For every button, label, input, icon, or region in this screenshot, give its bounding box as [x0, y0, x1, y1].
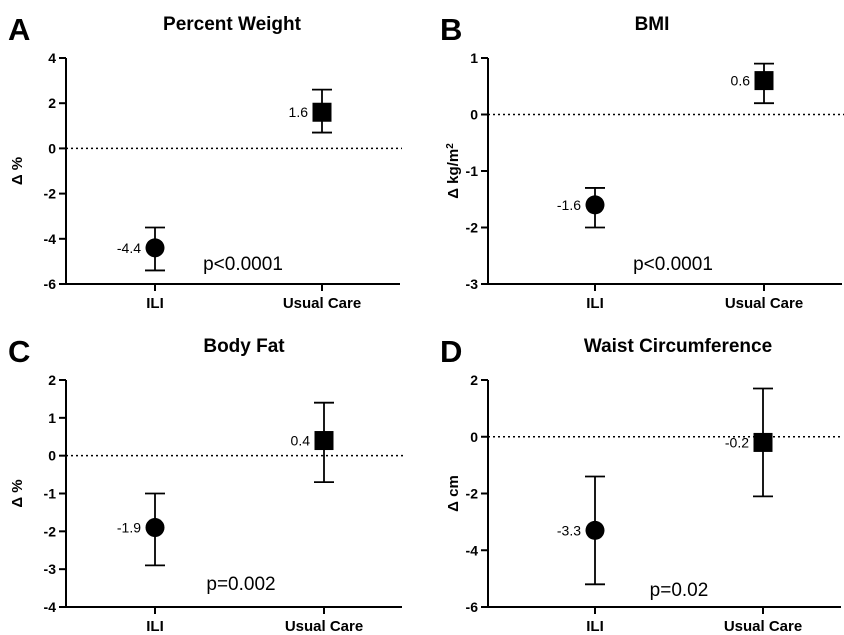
y-tick-label: 2 — [48, 95, 56, 111]
chart-panel-c: C Body Fat 2 1 0 -1 -2 -3 -4 Δ % ILI Usual Care -1.9… — [8, 334, 404, 635]
x-tick-label: ILI — [586, 295, 604, 312]
y-tick-label: -2 — [44, 523, 57, 539]
data-point-circle — [145, 238, 165, 258]
y-axis-label: Δ cm — [445, 475, 462, 512]
data-point-circle — [585, 520, 605, 540]
data-point-square — [753, 432, 773, 452]
y-tick-label: 4 — [48, 50, 56, 66]
data-point-circle — [585, 195, 605, 215]
chart-panel-a: A Percent Weight 4 2 0 -2 -4 -6 Δ % ILI Usual Care… — [8, 12, 402, 312]
data-label: -3.3 — [557, 522, 581, 538]
data-label: 1.6 — [289, 104, 309, 120]
data-point-circle — [145, 518, 165, 538]
y-tick-label: -1 — [44, 486, 57, 502]
chart-title: Waist Circumference — [584, 336, 772, 357]
y-axis-label-superscript: 2 — [445, 143, 456, 149]
data-point-square — [314, 431, 334, 451]
data-point-square — [754, 71, 774, 91]
y-tick-label: -3 — [44, 561, 57, 577]
y-tick-label: 0 — [48, 140, 56, 156]
data-label: 0.4 — [291, 433, 311, 449]
y-tick-label: 2 — [470, 372, 478, 388]
panel-letter: D — [440, 334, 462, 369]
x-tick-label: Usual Care — [283, 295, 361, 312]
data-point-square — [312, 102, 332, 122]
y-tick-label: -4 — [44, 231, 57, 247]
y-tick-label: 0 — [470, 107, 478, 123]
p-value-annotation: p<0.0001 — [633, 254, 713, 275]
y-tick-label: -6 — [466, 599, 479, 615]
data-label: -1.6 — [557, 197, 581, 213]
y-tick-label: -2 — [466, 486, 479, 502]
y-tick-label: -4 — [466, 542, 479, 558]
y-tick-label: -1 — [466, 163, 479, 179]
y-tick-label: 2 — [48, 372, 56, 388]
y-tick-label: -6 — [44, 276, 57, 292]
x-tick-label: ILI — [146, 618, 164, 635]
y-tick-label: -2 — [44, 186, 57, 202]
y-tick-label: -2 — [466, 220, 479, 236]
y-axis-label: Δ kg/m2 — [445, 143, 463, 199]
y-tick-label: -4 — [44, 599, 57, 615]
data-label: 0.6 — [731, 73, 751, 89]
data-label: -1.9 — [117, 520, 141, 536]
x-tick-label: Usual Care — [725, 295, 803, 312]
y-tick-label: 1 — [48, 410, 56, 426]
y-tick-label: 0 — [470, 429, 478, 445]
x-tick-label: Usual Care — [724, 618, 802, 635]
y-axis-label: Δ % — [9, 479, 26, 507]
data-label: -4.4 — [117, 240, 141, 256]
y-tick-label: 0 — [48, 448, 56, 464]
x-tick-label: ILI — [146, 295, 164, 312]
panel-letter: A — [8, 12, 30, 47]
y-tick-label: -3 — [466, 276, 479, 292]
chart-panel-b: B BMI 1 0 -1 -2 -3 Δ kg/m2 ILI Usual Care -1.6 0.6 p… — [440, 12, 844, 312]
x-tick-label: ILI — [586, 618, 604, 635]
p-value-annotation: p=0.02 — [650, 580, 709, 601]
y-tick-label: 1 — [470, 50, 478, 66]
chart-title: Body Fat — [203, 336, 285, 357]
p-value-annotation: p=0.002 — [206, 574, 275, 595]
p-value-annotation: p<0.0001 — [203, 254, 283, 275]
chart-title: BMI — [635, 14, 670, 35]
panel-letter: B — [440, 12, 462, 47]
data-label: -0.2 — [725, 434, 749, 450]
chart-panel-d: D Waist Circumference 2 0 -2 -4 -6 Δ cm ILI Usual… — [440, 334, 843, 635]
chart-title: Percent Weight — [163, 14, 302, 35]
panel-letter: C — [8, 334, 30, 369]
x-tick-label: Usual Care — [285, 618, 363, 635]
y-axis-label: Δ % — [9, 157, 26, 185]
